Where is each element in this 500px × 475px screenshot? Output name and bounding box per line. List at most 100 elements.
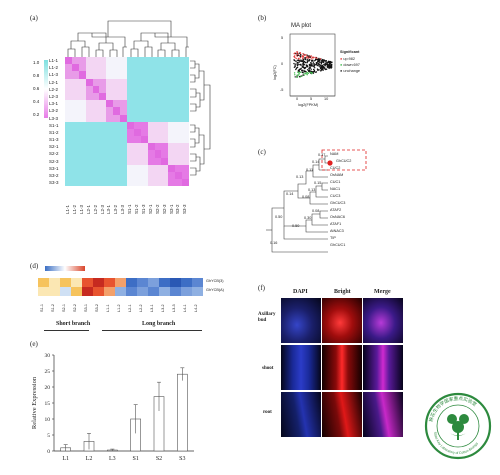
heatmap-a-cell xyxy=(154,92,162,101)
heatmap-d-cell xyxy=(115,287,126,296)
ma-point xyxy=(308,63,311,66)
heatmap-a-cell xyxy=(140,107,148,115)
heatmap-a-cell xyxy=(127,143,134,151)
ma-point xyxy=(312,71,315,73)
heatmap-a-cell xyxy=(78,157,86,165)
ma-point xyxy=(314,56,316,59)
micrograph-root-merge xyxy=(363,392,403,437)
heatmap-a-cell xyxy=(168,172,176,180)
heatmap-a-cell xyxy=(161,164,169,172)
heatmap-a-cell xyxy=(127,92,134,101)
ma-point xyxy=(298,73,300,75)
heatmap-a-cell xyxy=(71,136,79,144)
heatmap-a-cell xyxy=(127,121,134,129)
ma-point xyxy=(299,57,302,59)
ma-point xyxy=(312,59,314,62)
col-label: L3-2 xyxy=(113,204,119,214)
col-label: L2-1 xyxy=(128,304,132,312)
heatmap-a-cell xyxy=(99,136,107,144)
micrograph-root-bright xyxy=(322,392,362,437)
heatmap-a-cell xyxy=(99,157,107,165)
row-label: L2-1 xyxy=(49,79,59,85)
ma-point xyxy=(296,64,299,66)
col-label: L1-3 xyxy=(78,204,84,214)
ma-point xyxy=(323,59,326,62)
phylo-taxa: NAM GhCUC2 CUC2 OsNAM CUC1 NAC1 CUC3 GhC… xyxy=(330,151,351,249)
heatmap-a-cell xyxy=(140,121,148,129)
x-tick-label: S1 xyxy=(132,456,138,462)
ma-point xyxy=(317,60,319,62)
ma-point xyxy=(300,67,302,70)
heatmap-a-cell xyxy=(168,179,176,187)
ma-point xyxy=(300,63,302,66)
col-label: S3-1 xyxy=(84,303,88,312)
ma-point xyxy=(314,60,316,62)
heatmap-a-cell xyxy=(106,114,114,122)
heatmap-a-cell xyxy=(154,150,162,158)
ma-point xyxy=(323,67,326,69)
heatmap-a-cell xyxy=(92,164,100,172)
heatmap-a-cell xyxy=(168,92,176,101)
col-label: L4-2 xyxy=(194,304,198,312)
ma-point xyxy=(308,55,310,57)
heatmap-a-cell xyxy=(175,121,183,129)
bootstrap-value: 0.11 xyxy=(306,168,314,172)
ma-point xyxy=(306,60,308,62)
heatmap-a-cell xyxy=(106,128,114,137)
heatmap-a-cell xyxy=(71,150,79,158)
heatmap-a-cell xyxy=(168,114,176,122)
ma-point xyxy=(295,63,297,65)
heatmap-a-cell xyxy=(106,150,114,158)
heatmap-a-cell xyxy=(161,179,169,187)
ma-point xyxy=(304,73,307,75)
legend-tick: 0.6 xyxy=(33,86,40,91)
ma-point xyxy=(302,53,304,55)
heatmap-a-row xyxy=(65,121,190,129)
ma-point xyxy=(301,75,303,77)
heatmap-a-cell xyxy=(92,121,100,129)
ma-point xyxy=(296,59,299,61)
heatmap-a-cell xyxy=(127,128,134,137)
heatmap-a-cell xyxy=(120,57,128,65)
ma-point xyxy=(301,66,303,68)
heatmap-a-cell xyxy=(133,172,141,180)
heatmap-a-cell xyxy=(127,71,134,79)
heatmap-a-cell xyxy=(140,150,148,158)
col-label: S3-3 xyxy=(182,204,188,214)
ma-point xyxy=(303,71,305,73)
heatmap-a-cell xyxy=(85,128,93,137)
heatmap-a-cell xyxy=(78,57,86,65)
x-tick-label: L3 xyxy=(109,456,116,462)
heatmap-a-cell xyxy=(65,114,72,122)
taxon-label: ATAF1 xyxy=(330,222,342,226)
heatmap-a-cell xyxy=(106,172,114,180)
ma-point xyxy=(298,70,300,72)
heatmap-a-cell xyxy=(92,172,100,180)
heatmap-a-cell xyxy=(106,92,114,101)
row-label: S3-1 xyxy=(49,165,59,171)
y-tick-label: 0 xyxy=(47,449,50,455)
ma-point xyxy=(298,68,301,71)
heatmap-a-cell xyxy=(92,179,100,187)
ma-point xyxy=(302,56,305,58)
heatmap-a-cell xyxy=(175,100,183,108)
micrograph-axillary-dapi xyxy=(281,298,321,343)
heatmap-a-cell xyxy=(113,143,121,151)
heatmap-a-cell xyxy=(175,179,183,187)
heatmap-a-cell xyxy=(120,121,128,129)
ma-point xyxy=(300,55,302,57)
ma-point xyxy=(296,51,298,53)
heatmap-a-row xyxy=(65,164,190,172)
heatmap-a-cell xyxy=(71,78,79,86)
row-label: L2-2 xyxy=(49,86,59,92)
heatmap-a-cell xyxy=(92,85,100,93)
ma-point xyxy=(316,57,318,59)
x-tick-label: S3 xyxy=(179,456,185,462)
heatmap-a-cell xyxy=(140,57,148,65)
heatmap-d-cell xyxy=(181,287,192,296)
heatmap-a-cell xyxy=(85,64,93,72)
heatmap-a-cell xyxy=(120,114,128,122)
ma-point xyxy=(302,74,304,76)
heatmap-a-col-dendrogram xyxy=(67,20,189,57)
heatmap-a-cell xyxy=(85,157,93,165)
